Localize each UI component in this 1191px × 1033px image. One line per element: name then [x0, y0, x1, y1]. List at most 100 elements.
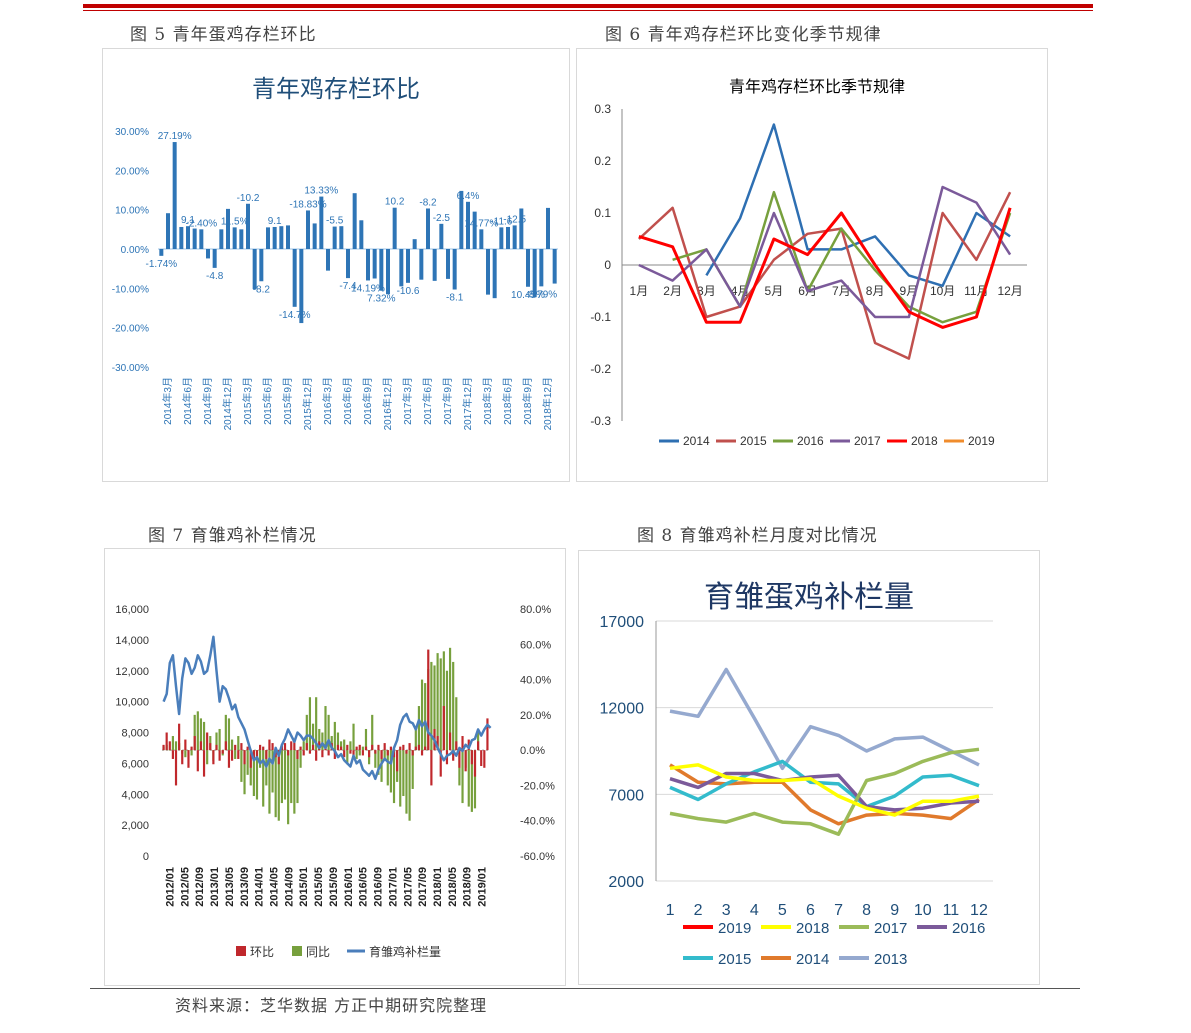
fig5-data-label: 27.19% [158, 131, 192, 142]
fig6-legend-label: 2018 [911, 434, 938, 448]
fig7-bar [368, 750, 371, 758]
fig7-bar [302, 741, 305, 751]
fig5-bar [219, 229, 224, 249]
fig6-y-tick: -0.3 [590, 414, 611, 428]
fig7-bar [330, 736, 333, 751]
fig7-bar [178, 723, 181, 751]
fig6-y-tick: 0.1 [594, 206, 611, 220]
fig5-data-label: -8.2 [419, 197, 437, 208]
fig5-bar [492, 249, 497, 299]
fig7-bar [237, 750, 240, 759]
fig7-bar [202, 750, 206, 777]
fig7-right-tick: 40.0% [520, 675, 551, 687]
fig5-bar [512, 225, 517, 249]
fig7-x-tick: 2015/01 [298, 867, 310, 907]
fig7-bar [392, 750, 396, 804]
fig8-x-tick: 5 [778, 902, 787, 919]
fig5-bar [552, 249, 557, 284]
fig8-x-tick: 11 [943, 902, 960, 919]
fig7-bar [461, 736, 464, 751]
fig7-bar [414, 728, 417, 751]
fig7-bar [358, 744, 361, 751]
fig7-bar [343, 750, 346, 758]
fig5-bar [319, 196, 324, 249]
fig7-bar [271, 743, 274, 751]
fig7-x-tick: 2014/01 [254, 867, 266, 907]
fig5-x-tick: 2016年12月 [381, 377, 394, 430]
fig7-bar [302, 750, 305, 756]
fig6-panel: 青年鸡存栏环比季节规律 0.3 0.2 0.1 0 -0.1 -0.2 -0.3 1月 2月 3月 4… [576, 48, 1048, 482]
top-rule-thin [83, 10, 1093, 11]
fig7-bar [364, 746, 368, 751]
fig7-bar [193, 714, 196, 751]
fig7-bar [343, 739, 346, 751]
fig7-bar [209, 736, 212, 751]
fig7-x-tick: 2019/01 [477, 867, 489, 907]
fig7-bar [470, 750, 473, 812]
fig7-bar [377, 744, 380, 751]
fig5-chart: 青年鸡存栏环比 30.00% 20.00% 10.00% 0.00% -10.00% -20… [112, 76, 558, 430]
fig8-x-tick: 6 [806, 902, 815, 919]
fig5-data-label: -2.5 [433, 213, 451, 224]
fig7-bar [448, 647, 452, 751]
fig5-x-tick: 2015年12月 [301, 377, 314, 430]
top-rule [83, 4, 1093, 8]
fig7-bar [218, 728, 221, 751]
fig7-series-line [162, 635, 492, 781]
fig7-bar [249, 750, 252, 768]
fig5-bar [486, 249, 490, 295]
fig7-bar [371, 744, 374, 751]
fig7-bar [315, 697, 318, 751]
fig7-left-tick: 14,000 [115, 635, 149, 647]
fig7-bar [215, 744, 218, 751]
fig8-legend-label: 2016 [952, 920, 985, 937]
fig7-bar [230, 739, 234, 751]
fig8-caption: 图 8 育雏鸡补栏月度对比情况 [637, 526, 878, 546]
fig8-series-line [669, 759, 980, 809]
fig7-bar [265, 750, 268, 786]
fig6-x-tick: 2月 [663, 284, 682, 298]
fig7-bar [383, 750, 386, 761]
fig7-bar [274, 750, 277, 818]
fig7-bar [168, 741, 171, 751]
fig7-bar [305, 714, 308, 751]
fig5-data-label: 10.2 [385, 197, 405, 208]
fig5-data-label: -10.2 [237, 193, 260, 204]
fig7-bar [190, 746, 193, 751]
fig5-data-label: 9.1 [181, 215, 195, 226]
fig5-x-tick: 2014年6月 [181, 377, 194, 425]
fig7-bar [308, 750, 312, 754]
fig7-bar [358, 750, 361, 756]
fig8-x-tick: 9 [890, 902, 899, 919]
fig7-bar [287, 750, 290, 825]
fig7-bar [455, 697, 458, 751]
fig5-bar [439, 223, 444, 249]
fig7-bar [417, 706, 421, 751]
fig5-bar [212, 249, 217, 268]
fig7-bar [262, 750, 265, 807]
fig7-x-tick: 2015/09 [328, 867, 340, 907]
fig7-bar [430, 750, 433, 786]
fig7-x-tick: 2018/01 [432, 867, 444, 907]
fig5-x-tick: 2016年9月 [361, 377, 374, 425]
fig7-bar [277, 750, 280, 821]
fig7-bar [402, 750, 405, 797]
fig5-bar [479, 229, 484, 249]
fig7-bar [193, 736, 196, 751]
fig5-bar [226, 208, 230, 249]
fig5-bar [499, 227, 504, 249]
fig5-data-label: 7.32% [367, 294, 395, 305]
fig5-x-tick: 2018年3月 [481, 377, 494, 425]
fig7-bar [483, 750, 486, 768]
fig5-bar [266, 227, 270, 249]
fig6-legend-label: 2014 [683, 434, 710, 448]
fig7-bar [287, 750, 290, 756]
fig7-bar [380, 750, 383, 759]
fig7-bar [268, 750, 271, 814]
fig7-bar [355, 750, 358, 759]
fig5-y-tick: 20.00% [115, 166, 149, 177]
fig7-x-tick: 2017/09 [417, 867, 429, 907]
fig5-bar [459, 190, 464, 249]
fig8-legend-label: 2013 [874, 951, 907, 968]
fig7-bar [243, 750, 246, 765]
